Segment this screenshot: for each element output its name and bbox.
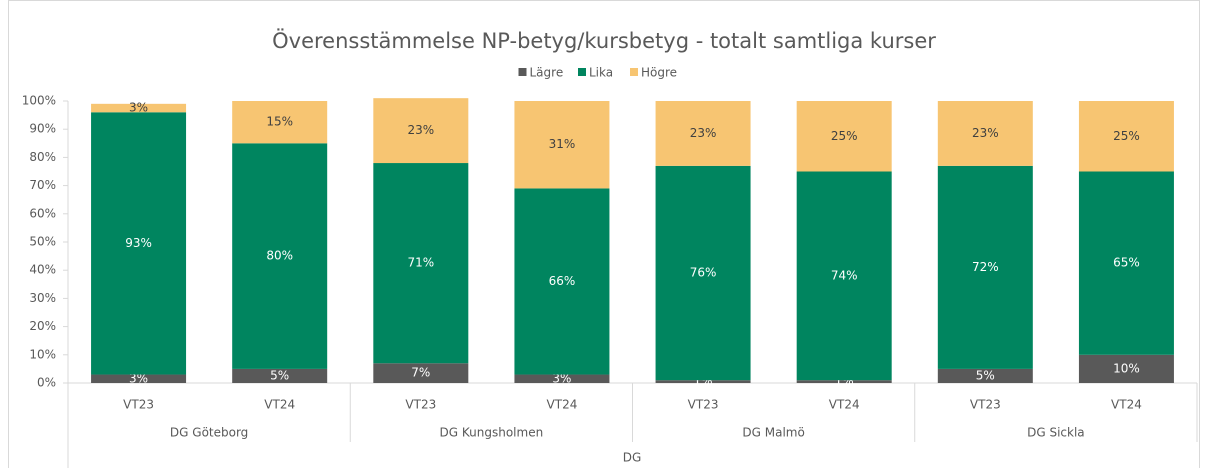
legend-label: Lika	[589, 66, 613, 80]
group-label: DG Sickla	[1027, 426, 1085, 440]
legend-swatch	[518, 68, 527, 76]
y-tick-label: 0%	[37, 376, 56, 390]
data-label: 80%	[266, 249, 293, 263]
data-label: 15%	[266, 115, 293, 129]
y-tick-label: 100%	[22, 94, 56, 108]
data-label: 5%	[976, 368, 995, 382]
legend-swatch	[578, 68, 586, 76]
x-tick-label: VT23	[405, 398, 436, 412]
data-label: 23%	[972, 126, 999, 140]
bar-segment	[373, 98, 469, 164]
bar-segment	[91, 112, 187, 375]
bar-segment	[514, 101, 610, 189]
y-tick-label: 50%	[29, 235, 56, 249]
group-label: DG Kungsholmen	[440, 426, 544, 440]
bar-segment	[232, 143, 328, 369]
bar-segment	[91, 374, 187, 383]
data-label: 31%	[549, 137, 576, 151]
bar-segment	[1078, 101, 1174, 172]
data-label: 66%	[549, 274, 576, 288]
bar-segment	[514, 374, 610, 383]
bar-segment	[373, 363, 469, 383]
data-label: 25%	[1113, 129, 1140, 143]
data-label: 3%	[129, 101, 148, 115]
x-tick-label: VT23	[123, 398, 154, 412]
legend-swatch	[630, 68, 638, 76]
group-label: DG Malmö	[742, 426, 804, 440]
bar-segment	[655, 101, 751, 166]
data-label: 65%	[1113, 256, 1140, 270]
data-label: 3%	[129, 371, 148, 385]
data-label: 93%	[125, 236, 152, 250]
bar-segment	[937, 165, 1033, 369]
x-tick-label: VT24	[547, 398, 578, 412]
data-label: 71%	[407, 256, 434, 270]
bar-segment	[937, 368, 1033, 383]
bar-segment	[937, 101, 1033, 166]
x-tick-label: VT23	[688, 398, 719, 412]
group-label: DG Göteborg	[170, 426, 248, 440]
y-tick-label: 60%	[29, 206, 56, 220]
x-tick-label: VT24	[829, 398, 860, 412]
bar-segment	[1078, 354, 1174, 383]
bar-segment	[796, 101, 892, 172]
legend-label: Högre	[641, 66, 677, 80]
bar-segment	[655, 380, 751, 383]
bar-segment	[796, 380, 892, 383]
data-label: 5%	[270, 368, 289, 382]
bar-segment	[514, 188, 610, 375]
data-label: 10%	[1113, 361, 1140, 375]
x-axis-title: DG	[623, 451, 642, 465]
data-label: 25%	[831, 129, 858, 143]
y-tick-label: 70%	[29, 178, 56, 192]
y-tick-label: 40%	[29, 263, 56, 277]
y-tick-label: 80%	[29, 150, 56, 164]
bar-segment	[232, 101, 328, 144]
y-tick-label: 90%	[29, 122, 56, 136]
x-tick-label: VT24	[1111, 398, 1142, 412]
data-label: 3%	[552, 371, 571, 385]
y-tick-label: 10%	[29, 347, 56, 361]
data-label: 76%	[690, 266, 717, 280]
data-label: 72%	[972, 260, 999, 274]
bar-segment	[373, 163, 469, 364]
chart-title: Överensstämmelse NP-betyg/kursbetyg - to…	[272, 28, 936, 53]
data-label: 23%	[690, 126, 717, 140]
data-label: 74%	[831, 268, 858, 282]
bar-segment	[796, 171, 892, 381]
y-tick-label: 30%	[29, 291, 56, 305]
x-tick-label: VT23	[970, 398, 1001, 412]
bar-segment	[91, 103, 187, 113]
legend-label: Lägre	[530, 66, 564, 80]
data-label: 7%	[411, 366, 430, 380]
bar-segment	[655, 165, 751, 381]
x-tick-label: VT24	[264, 398, 295, 412]
bar-segment	[232, 368, 328, 383]
bar-segment	[1078, 171, 1174, 355]
y-tick-label: 20%	[29, 319, 56, 333]
data-label: 23%	[407, 123, 434, 137]
